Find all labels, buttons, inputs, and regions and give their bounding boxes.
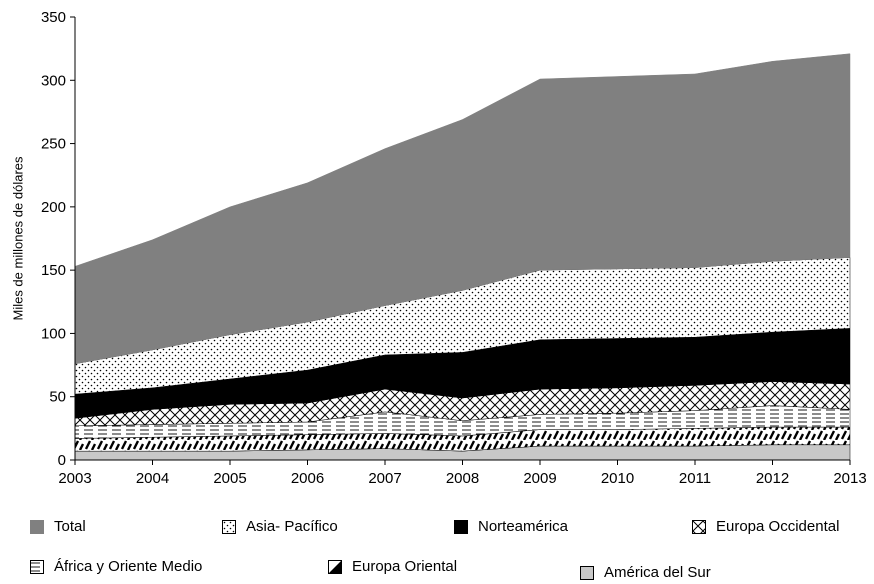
x-tick-label: 2011 xyxy=(679,470,711,487)
y-tick-label: 250 xyxy=(41,136,66,153)
x-tick-label: 2010 xyxy=(601,470,634,487)
x-tick-label: 2003 xyxy=(58,470,91,487)
x-tick-label: 2007 xyxy=(368,470,401,487)
y-tick-label: 150 xyxy=(41,262,66,279)
x-tick-label: 2013 xyxy=(833,470,866,487)
area-layer xyxy=(74,53,851,461)
y-axis-label: Miles de millones de dólares xyxy=(10,156,26,321)
y-tick-label: 100 xyxy=(41,325,66,342)
y-tick-label: 0 xyxy=(58,452,66,469)
x-tick-label: 2012 xyxy=(756,470,789,487)
y-tick-label: 50 xyxy=(49,389,66,406)
area-total xyxy=(74,53,851,365)
y-tick-label: 350 xyxy=(41,9,66,26)
x-tick-label: 2009 xyxy=(523,470,556,487)
x-tick-label: 2006 xyxy=(291,470,324,487)
x-tick-label: 2008 xyxy=(446,470,479,487)
x-tick-label: 2005 xyxy=(213,470,246,487)
axes: 0 50 100 150 200 250 300 350 2003 2004 2005 2006 200… xyxy=(41,9,867,487)
x-tick-label: 2004 xyxy=(136,470,169,487)
y-tick-label: 200 xyxy=(41,199,66,216)
y-tick-label: 300 xyxy=(41,72,66,89)
